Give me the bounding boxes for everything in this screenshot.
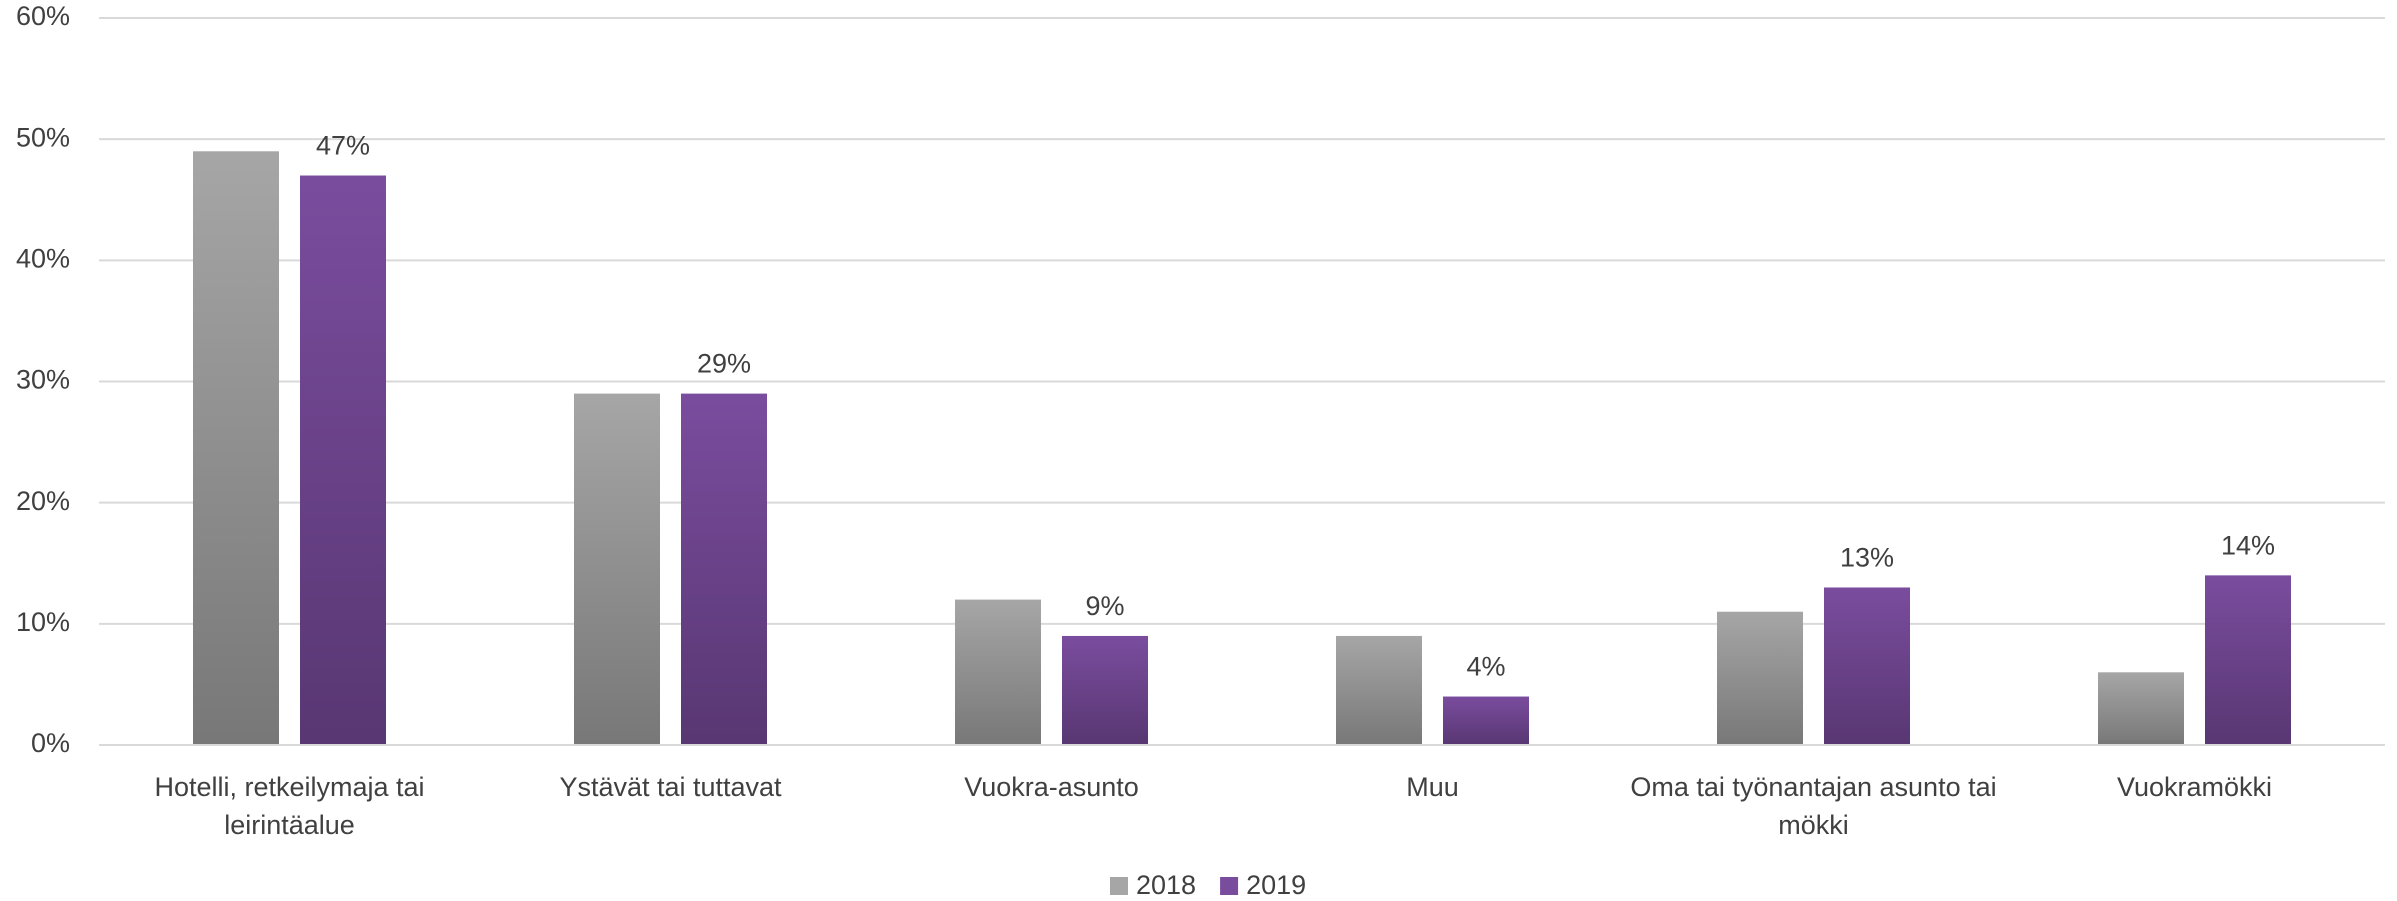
bar	[193, 151, 279, 746]
bar	[1443, 696, 1529, 745]
bar	[1336, 635, 1422, 745]
bar-shade	[574, 393, 660, 745]
bar	[2205, 575, 2291, 745]
bar-shade	[300, 175, 386, 745]
bar	[955, 599, 1041, 745]
x-tick-label: Muu	[1406, 772, 1459, 802]
y-tick-label: 20%	[16, 486, 70, 516]
bar	[681, 393, 767, 745]
bar	[1824, 587, 1910, 745]
y-tick-label: 60%	[16, 1, 70, 31]
legend-label: 2019	[1246, 870, 1306, 900]
y-tick-label: 0%	[31, 728, 70, 758]
bar-shade	[1336, 635, 1422, 745]
data-label: 14%	[2221, 530, 2275, 560]
bar	[574, 393, 660, 745]
bar-shade	[1062, 635, 1148, 745]
data-label: 29%	[697, 349, 751, 379]
data-label: 13%	[1840, 543, 1894, 573]
data-label: 47%	[316, 131, 370, 161]
y-tick-label: 30%	[16, 365, 70, 395]
x-tick-label: Vuokramökki	[2116, 772, 2273, 802]
y-tick-label: 40%	[16, 243, 70, 273]
bar	[1717, 611, 1803, 745]
legend-label: 2018	[1136, 870, 1196, 900]
data-label: 4%	[1466, 652, 1505, 682]
x-tick-label: Vuokra-asunto	[964, 772, 1139, 802]
bar	[1062, 635, 1148, 745]
data-label: 9%	[1085, 591, 1124, 621]
bar-shade	[2098, 672, 2184, 745]
bar-shade	[1824, 587, 1910, 745]
x-tick-label: Ystävät tai tuttavat	[559, 772, 782, 802]
legend-swatch	[1220, 877, 1239, 895]
bar-shade	[1443, 696, 1529, 745]
x-tick-label: Oma tai työnantajan asunto tai mökki	[1630, 772, 1997, 840]
y-tick-label: 50%	[16, 122, 70, 152]
bar-shade	[681, 393, 767, 745]
y-tick-label: 10%	[16, 607, 70, 637]
legend-swatch	[1110, 877, 1128, 895]
bar-shade	[1717, 611, 1803, 745]
bar-shade	[2205, 575, 2291, 745]
bar	[2098, 672, 2184, 745]
bar-shade	[193, 151, 279, 746]
bar-shade	[955, 599, 1041, 745]
x-tick-label: Hotelli, retkeilymaja tai leirintäalue	[154, 772, 425, 840]
bar	[300, 175, 386, 745]
